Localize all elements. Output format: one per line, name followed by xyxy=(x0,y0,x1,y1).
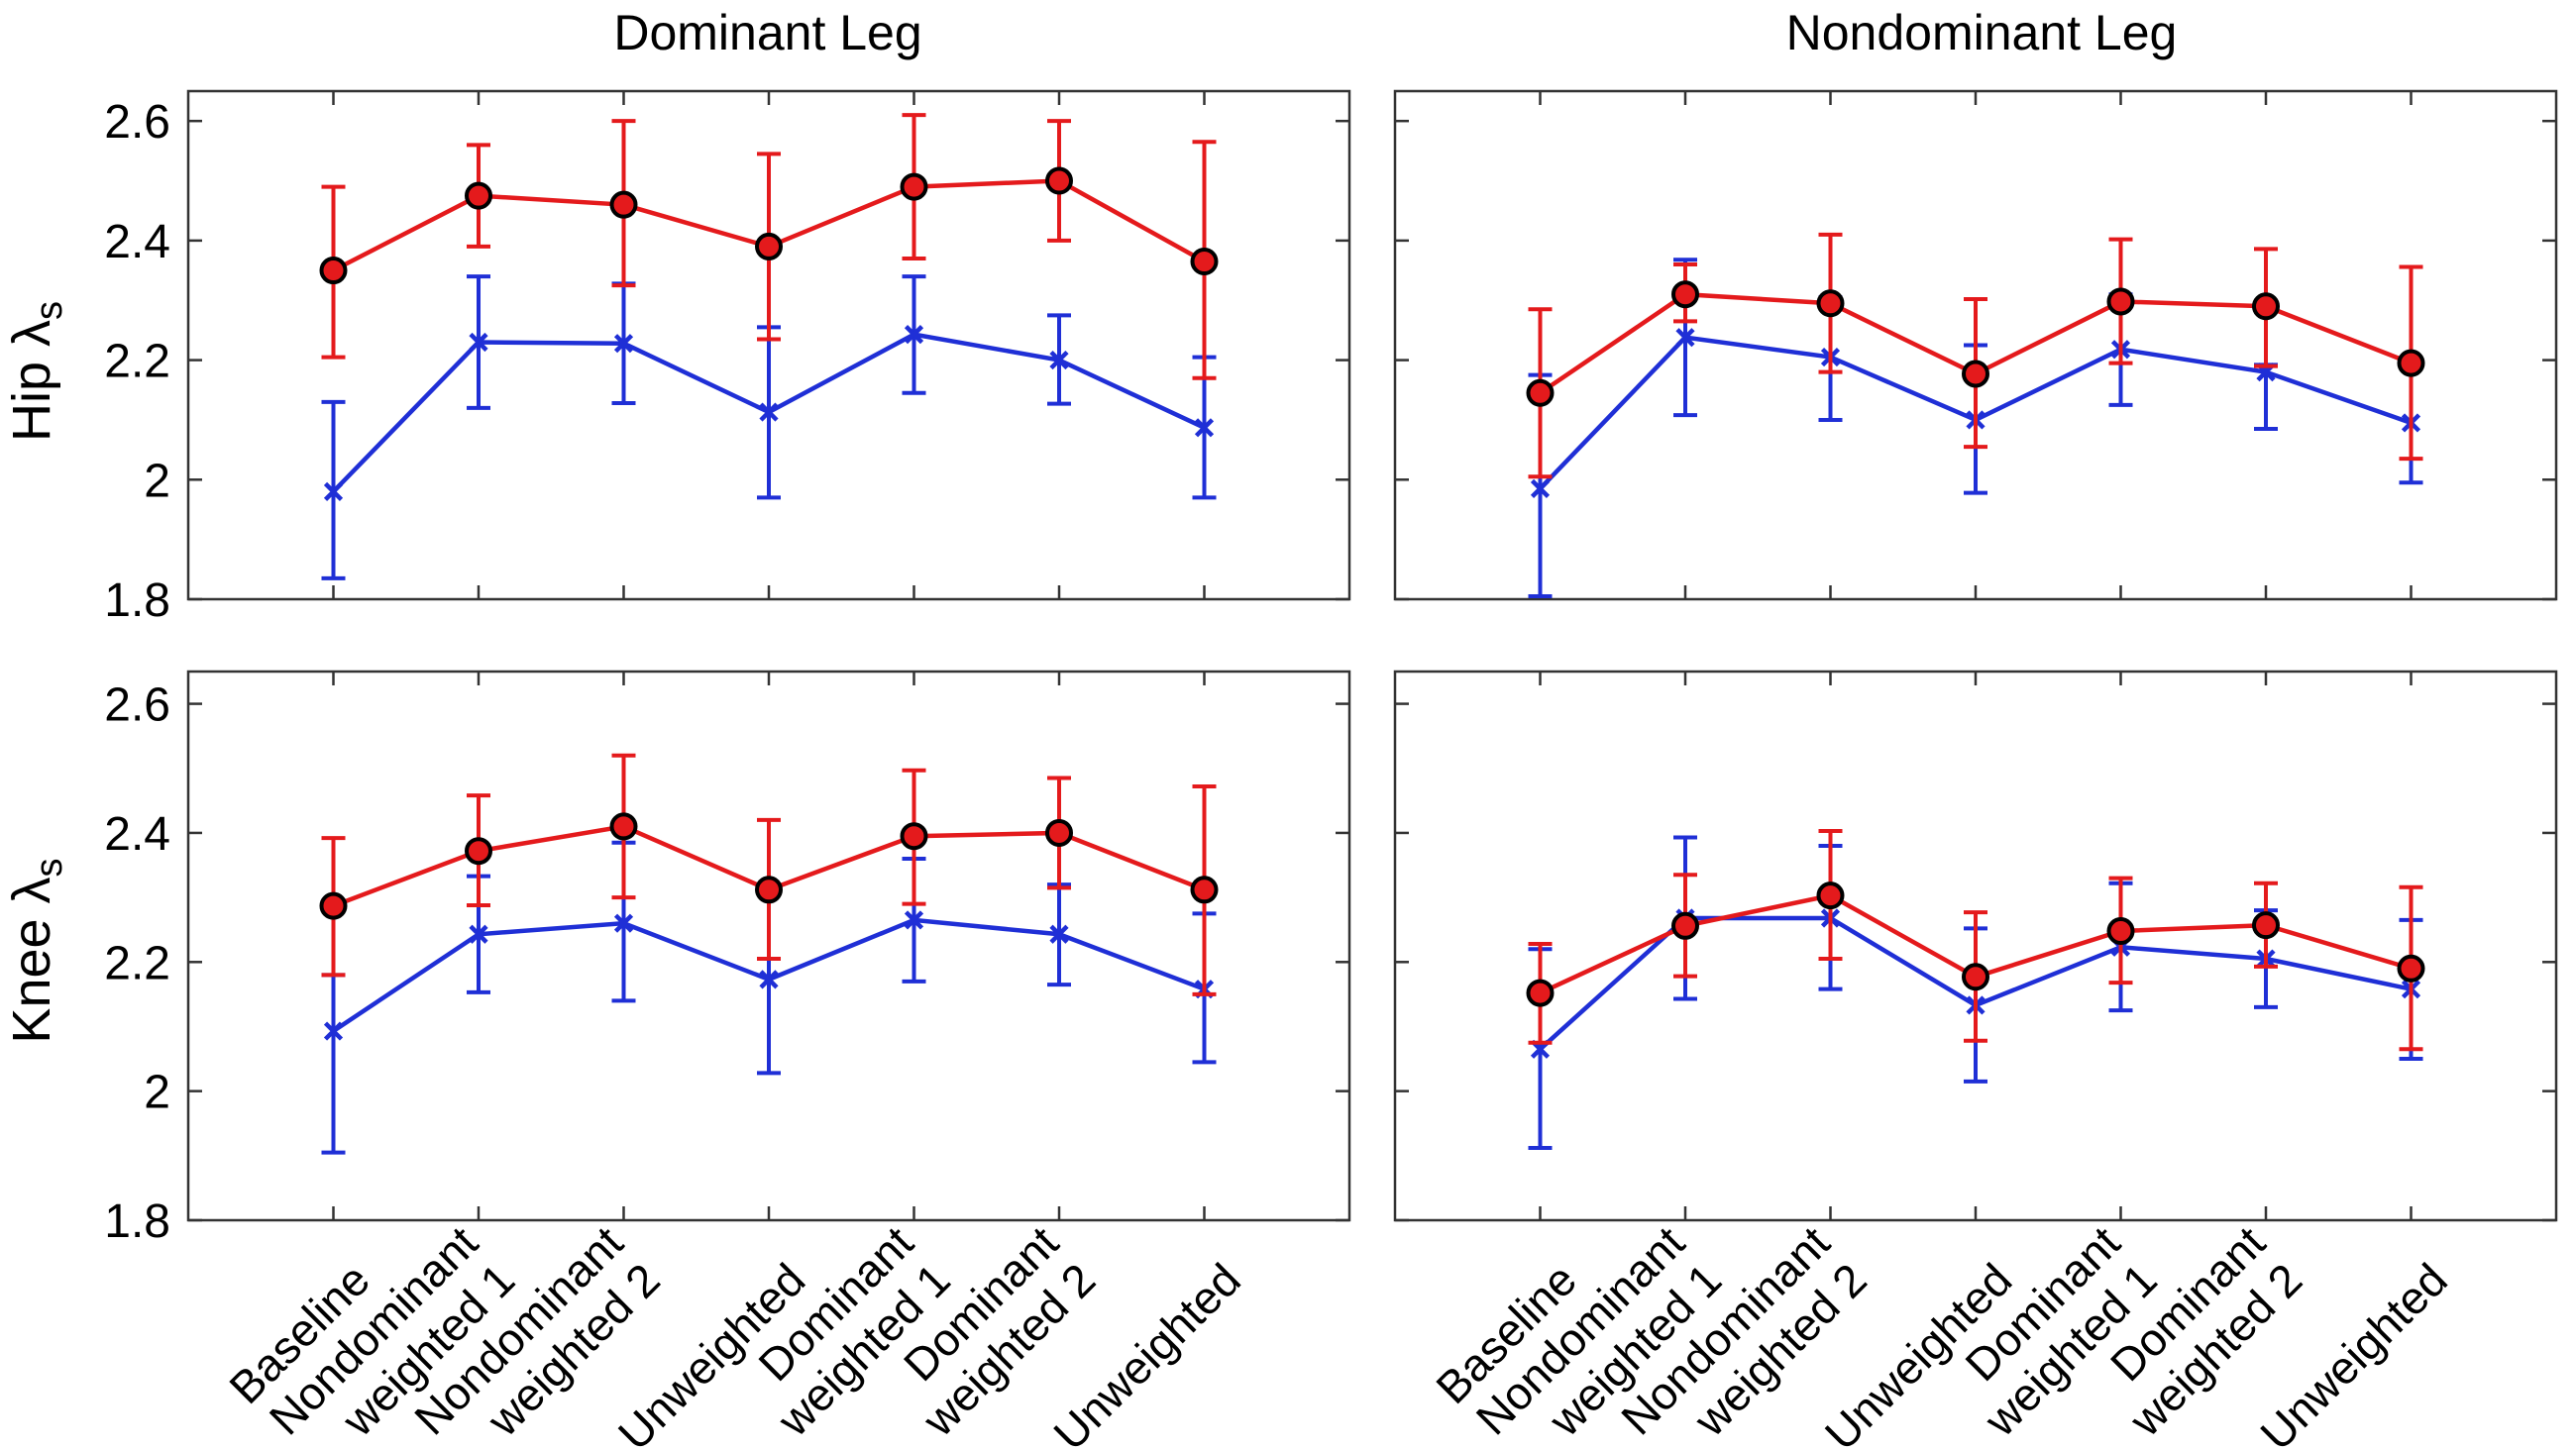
data-point xyxy=(759,970,779,989)
data-point xyxy=(1816,882,1845,910)
y-tick-label: 2 xyxy=(144,455,170,507)
data-point xyxy=(1526,378,1555,407)
y-tick-label: 2.2 xyxy=(104,336,170,388)
data-point xyxy=(613,334,634,354)
data-point xyxy=(759,402,779,422)
data-point xyxy=(465,181,492,210)
data-point xyxy=(1962,360,1989,388)
data-point xyxy=(2106,287,2135,316)
data-point xyxy=(900,822,928,851)
series-blue xyxy=(321,274,1217,580)
data-point xyxy=(755,232,783,260)
data-point xyxy=(2252,911,2280,940)
data-point xyxy=(1962,963,1989,991)
data-point xyxy=(1530,478,1551,498)
data-point xyxy=(323,481,344,501)
panel-2 xyxy=(1393,89,2558,601)
y-tick-label: 2.2 xyxy=(104,937,170,989)
data-point xyxy=(609,190,638,219)
data-point xyxy=(1190,248,1219,276)
data-point xyxy=(319,891,348,920)
data-point xyxy=(904,910,924,930)
data-point xyxy=(2397,349,2425,377)
y-axis-label-hip: Hip λs xyxy=(2,301,70,442)
panel-4 xyxy=(1393,670,2558,1222)
data-point xyxy=(904,325,924,345)
panel-3: 2.6 2.4 2.2 2 1.8 xyxy=(104,670,1351,1248)
column-title-nondominant: Nondominant Leg xyxy=(1786,5,2178,60)
data-point xyxy=(469,332,488,353)
chart-panels: 2.6 2.4 2.2 2 1.8 2.6 2.4 2.2 2 1.8 xyxy=(104,89,2558,1248)
panel-1: 2.6 2.4 2.2 2 1.8 xyxy=(104,89,1351,627)
data-point xyxy=(1671,911,1699,940)
data-point xyxy=(323,1021,344,1041)
y-tick-label: 2.4 xyxy=(104,216,170,268)
data-point xyxy=(1049,924,1069,944)
data-point xyxy=(613,913,634,933)
data-point xyxy=(2397,954,2425,983)
y-tick-label: 2.4 xyxy=(104,808,170,861)
y-tick-label: 1.8 xyxy=(104,1195,170,1248)
series-red xyxy=(1526,232,2425,479)
y-tick-label: 2.6 xyxy=(104,96,170,149)
data-point xyxy=(1045,166,1073,195)
data-point xyxy=(1194,418,1215,438)
data-point xyxy=(1190,876,1219,904)
data-point xyxy=(319,257,348,285)
data-point xyxy=(1049,350,1069,370)
data-point xyxy=(1526,979,1555,1007)
data-point xyxy=(2106,917,2135,946)
data-point xyxy=(1045,818,1073,847)
data-point xyxy=(1675,328,1695,348)
data-point xyxy=(465,837,492,866)
data-point xyxy=(609,812,638,841)
y-tick-label: 2.6 xyxy=(104,679,170,732)
y-axis-label-knee: Knee λs xyxy=(2,858,70,1043)
data-point xyxy=(1671,280,1699,309)
data-point xyxy=(2252,292,2280,321)
data-point xyxy=(1816,289,1845,318)
series-red xyxy=(1526,828,2425,1052)
series-red xyxy=(319,113,1219,380)
series-red xyxy=(319,753,1219,996)
column-title-dominant: Dominant Leg xyxy=(613,5,921,60)
data-point xyxy=(755,876,783,904)
data-point xyxy=(900,172,928,201)
data-point xyxy=(469,924,488,944)
y-tick-label: 1.8 xyxy=(104,574,170,627)
y-tick-label: 2 xyxy=(144,1067,170,1119)
